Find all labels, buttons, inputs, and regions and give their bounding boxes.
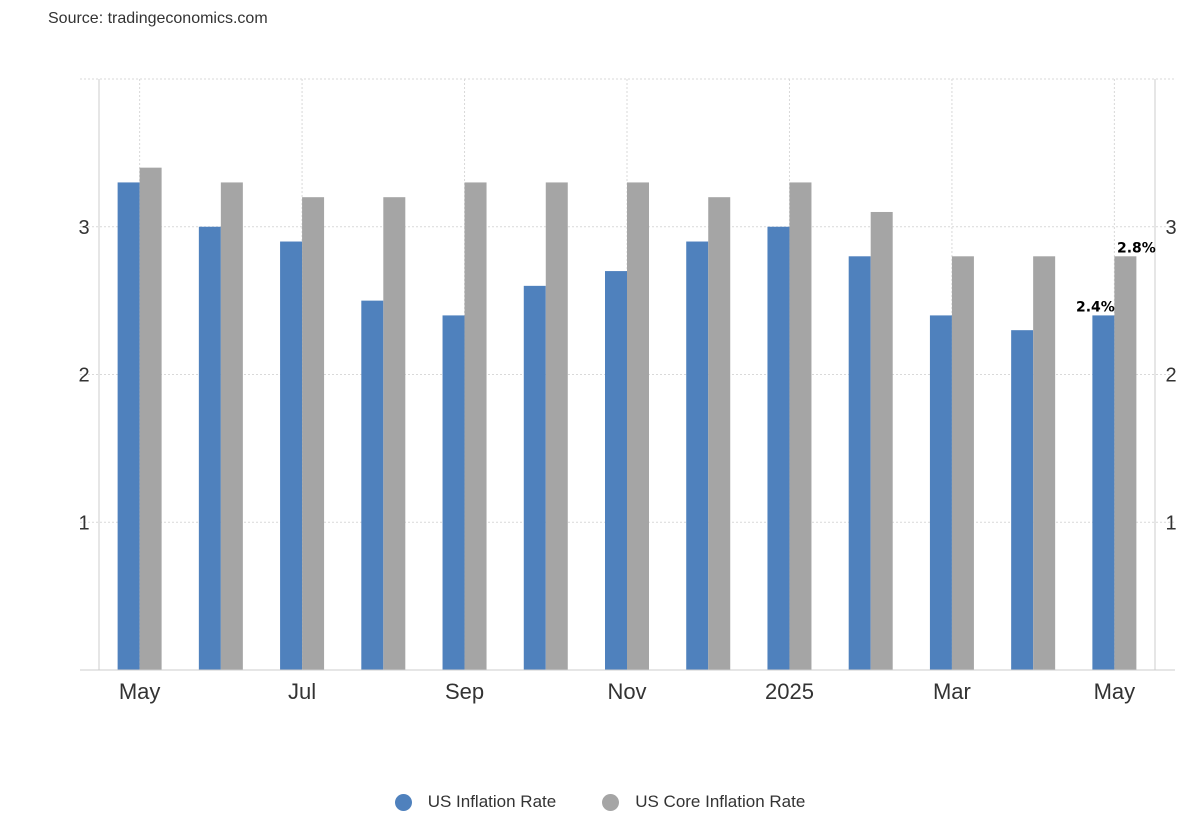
y-tick-label-right: 2 — [1165, 365, 1176, 387]
bar-inflation-rate — [767, 226, 790, 670]
y-tick-label-left: 1 — [78, 512, 89, 534]
x-tick-label: May — [119, 679, 161, 704]
bar-inflation-rate — [1011, 330, 1034, 670]
bar-inflation-rate — [848, 256, 871, 670]
legend-marker-inflation-rate — [394, 793, 412, 811]
bar-inflation-rate — [686, 241, 709, 670]
bar-inflation-rate — [442, 315, 465, 670]
bar-inflation-rate — [929, 315, 952, 670]
bar-inflation-rate — [605, 271, 627, 670]
bar-chart: 1 1 2 2 3 3 May Jul Sep Nov 2025 Mar May 2.4% 2.8% — [78, 78, 1177, 704]
x-tick-label: Jul — [288, 679, 316, 704]
x-tick-label: Mar — [933, 679, 971, 704]
bar-core-inflation-rate — [627, 182, 649, 671]
x-tick-label: May — [1094, 679, 1136, 704]
y-tick-label-left: 3 — [78, 217, 89, 239]
x-tick-label: Nov — [607, 679, 646, 704]
bar-core-inflation-rate — [951, 256, 974, 670]
bar-inflation-rate — [523, 285, 546, 670]
bar-core-inflation-rate — [464, 182, 487, 671]
bar-inflation-rate — [117, 182, 140, 671]
axis-layer — [80, 79, 1175, 671]
source-label: Source: tradingeconomics.com — [48, 10, 268, 27]
labels-layer: 1 1 2 2 3 3 May Jul Sep Nov 2025 Mar May 2.4% 2.8% — [78, 217, 1176, 704]
legend-label-core-inflation-rate: US Core Inflation Rate — [635, 792, 806, 811]
bar-core-inflation-rate — [545, 182, 568, 671]
bar-core-inflation-rate — [1033, 256, 1056, 670]
bar-core-inflation-rate — [789, 182, 812, 671]
bar-core-inflation-rate — [220, 182, 243, 671]
bar-inflation-rate — [280, 241, 303, 670]
legend-marker-core-inflation-rate — [602, 793, 620, 811]
x-tick-label: Sep — [445, 679, 484, 704]
bar-core-inflation-rate — [383, 197, 406, 670]
x-tick-label: 2025 — [765, 679, 814, 704]
legend: US Inflation Rate US Core Inflation Rate — [0, 792, 1200, 812]
bar-inflation-rate — [1092, 315, 1115, 670]
bars-layer — [117, 167, 1137, 671]
bar-inflation-rate — [198, 226, 221, 670]
y-tick-label-left: 2 — [78, 365, 89, 387]
bar-core-inflation-rate — [302, 197, 325, 670]
bar-inflation-rate — [361, 300, 384, 670]
y-tick-label-right: 1 — [1165, 512, 1176, 534]
data-label: 2.4% — [1076, 299, 1115, 315]
bar-core-inflation-rate — [139, 167, 162, 670]
bar-core-inflation-rate — [870, 211, 893, 670]
legend-item-core-inflation-rate[interactable]: US Core Inflation Rate — [602, 792, 805, 812]
y-tick-label-right: 3 — [1165, 217, 1176, 239]
bar-core-inflation-rate — [708, 197, 731, 670]
data-label: 2.8% — [1117, 240, 1156, 256]
legend-item-inflation-rate[interactable]: US Inflation Rate — [394, 792, 557, 812]
legend-label-inflation-rate: US Inflation Rate — [427, 792, 557, 811]
bar-core-inflation-rate — [1114, 256, 1137, 670]
